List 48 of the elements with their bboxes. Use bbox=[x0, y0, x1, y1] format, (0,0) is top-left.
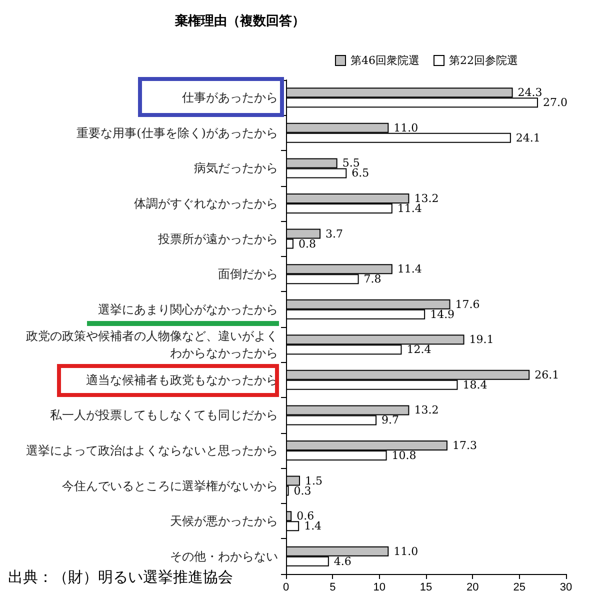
y-tick-label: 選挙にあまり関心がなかったから bbox=[98, 302, 278, 316]
data-label: 27.0 bbox=[543, 96, 568, 110]
y-tick-label: 面倒だから bbox=[218, 267, 278, 282]
data-label: 24.1 bbox=[516, 131, 540, 144]
y-tick-label: 体調がすぐれなかったから bbox=[134, 196, 278, 210]
data-label: 3.7 bbox=[326, 227, 344, 240]
y-tick-label: その他・わからない bbox=[170, 549, 278, 564]
data-label: 4.6 bbox=[334, 554, 352, 568]
data-label: 11.4 bbox=[397, 202, 422, 215]
x-tick-label: 30 bbox=[560, 582, 572, 594]
y-tick-label: 仕事があったから bbox=[181, 90, 278, 105]
data-label: 7.8 bbox=[364, 272, 382, 286]
data-label: 10.8 bbox=[392, 449, 416, 462]
x-tick-label: 5 bbox=[330, 582, 336, 594]
y-tick-label: 重要な用事(仕事を除く)があったから bbox=[76, 126, 278, 140]
data-label: 17.6 bbox=[455, 298, 480, 311]
x-tick-label: 20 bbox=[466, 582, 479, 594]
data-label: 11.0 bbox=[394, 121, 418, 134]
chart-title: 棄権理由（複数回答） bbox=[174, 13, 305, 29]
data-label: 13.2 bbox=[414, 192, 439, 205]
data-label: 0.8 bbox=[298, 237, 316, 250]
data-label: 1.4 bbox=[304, 520, 322, 533]
y-tick-label: 病気だったから bbox=[194, 161, 278, 176]
data-label: 11.0 bbox=[394, 544, 418, 558]
data-label: 14.9 bbox=[430, 308, 455, 321]
x-tick-label: 0 bbox=[282, 582, 290, 594]
y-tick-label: 政党の政策や候補者の人物像など、違いがよくわからなかったから bbox=[26, 329, 278, 360]
data-label: 11.4 bbox=[397, 262, 422, 276]
data-label: 9.7 bbox=[382, 414, 400, 427]
data-label: 6.5 bbox=[352, 166, 370, 180]
data-label: 24.3 bbox=[518, 86, 542, 100]
data-label: 13.2 bbox=[414, 404, 439, 417]
y-tick-label: 投票所が遠かったから bbox=[157, 232, 278, 246]
data-label: 18.4 bbox=[462, 378, 488, 392]
source-note: 出典：（財）明るい選挙推進協会 bbox=[8, 568, 233, 587]
data-label: 19.1 bbox=[469, 333, 494, 346]
data-label: 26.1 bbox=[534, 368, 560, 382]
x-tick-label: 25 bbox=[513, 582, 526, 594]
legend-label: 第22回参院選 bbox=[448, 54, 518, 67]
data-label: 17.3 bbox=[452, 439, 477, 452]
data-label: 12.4 bbox=[406, 343, 432, 356]
legend-label: 第46回衆院選 bbox=[350, 54, 420, 67]
y-tick-label: 今住んでいるところに選挙権がないから bbox=[62, 478, 278, 493]
y-tick-label: 私一人が投票してもしなくても同じだから bbox=[50, 408, 278, 422]
x-tick-label: 15 bbox=[420, 582, 432, 594]
x-tick-label: 10 bbox=[373, 582, 386, 594]
y-tick-label: 選挙によって政治はよくならないと思ったから bbox=[26, 444, 278, 458]
y-tick-label: 天候が悪かったから bbox=[170, 514, 278, 528]
